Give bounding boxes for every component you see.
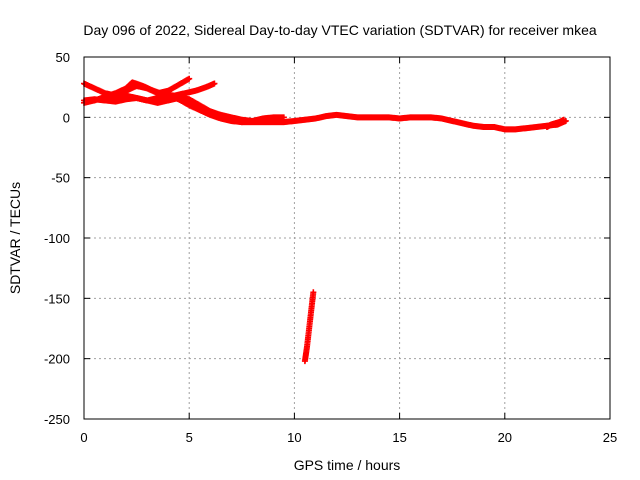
y-tick-label: 0 [63,110,70,125]
x-tick-label: 20 [498,430,512,445]
series-arc-d [165,92,569,133]
series-arc-g [301,289,317,365]
x-tick-label: 0 [80,430,87,445]
axis-ticks: 0 5 10 15 20 25 -250 -200 -150 -100 -50 0 50 [44,50,617,445]
x-axis-label: GPS time / hours [294,457,401,473]
data-point [560,116,567,123]
y-tick-label: 50 [56,50,70,65]
grid [84,57,610,419]
data-point [310,289,317,296]
plot-frame [83,56,611,420]
x-tick-label: 25 [603,430,617,445]
y-tick-label: -50 [51,171,70,186]
series-arc-f [543,116,567,130]
data-point [280,114,287,121]
y-tick-label: -200 [44,352,70,367]
y-axis-label: SDTVAR / TECUs [7,182,23,294]
y-tick-label: -150 [44,291,70,306]
y-tick-label: -250 [44,412,70,427]
series-arc-e [102,92,287,126]
y-tick-label: -100 [44,231,70,246]
chart-title: Day 096 of 2022, Sidereal Day-to-day VTE… [83,22,596,38]
x-tick-label: 10 [287,430,301,445]
data-point [186,75,193,82]
x-tick-label: 15 [392,430,406,445]
x-tick-label: 5 [186,430,193,445]
data-points [81,75,569,365]
data-point [211,80,218,87]
